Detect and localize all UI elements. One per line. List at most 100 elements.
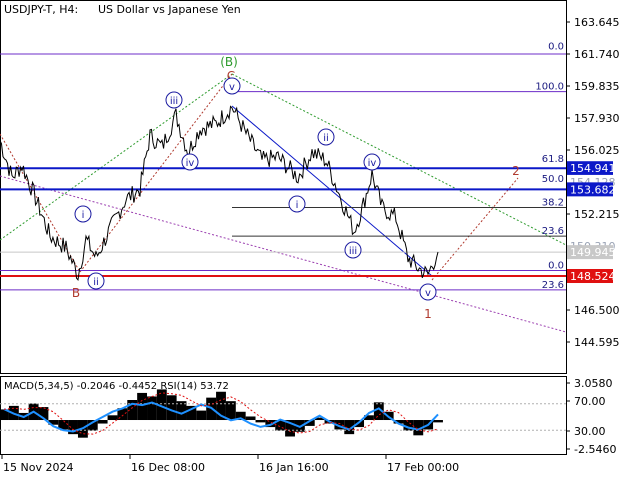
indicator-label: MACD(5,34,5) -0.2046 -0.4452 RSI(14) 53.… [4,381,229,392]
macd-bar [285,420,295,437]
y-tick-label: 159.835 [574,80,620,93]
wave-circle-label: v [425,288,431,299]
macd-bar [265,420,276,428]
wave-line [231,73,567,246]
fib-level-label: 38.2 [542,198,564,209]
fib-level-label: 50.0 [542,174,564,185]
macd-bar [137,392,148,421]
macd-bar [38,407,49,421]
macd-bar [373,402,384,421]
wave-line [79,73,233,273]
macd-bar [275,420,286,431]
price-tag [567,182,613,197]
price-axis: 163.645 161.740 159.835 157.930 156.025 152.2… [566,16,620,349]
macd-bar [127,399,138,421]
macd-bar [314,417,325,421]
macd-bar [0,409,9,421]
indicator-panel-frame [0,376,567,455]
macd-bar [413,420,424,436]
macd-bar [433,420,443,423]
wave-circle-icon [223,77,241,95]
x-tick-label: 16 Jan 16:00 [259,461,329,474]
indicator-axis: 3.0580 70.00 30.00 -2.5460 [566,377,616,456]
wave-circle-icon [74,205,92,223]
macd-bar [166,395,177,421]
price-tag-label: 149.945 [570,246,616,259]
fib-level-label: 100.0 [535,82,564,93]
x-tick-label: 16 Dec 08:00 [131,461,205,474]
y-tick-label: 156.025 [574,144,620,157]
wave-circle-label: ii [93,277,99,288]
macd-bar [393,420,404,424]
wave-label: 1 [424,307,432,321]
wave-circle-label: i [296,200,299,211]
y-tick-label: 157.930 [574,112,620,125]
main-panel-frame [0,0,567,374]
indicator-tick-label: -2.5460 [574,443,616,456]
macd-bar [176,401,187,421]
indicator-tick-label: 70.00 [574,395,606,408]
y-tick-label: 146.500 [574,304,620,317]
wave-circle-icon [165,91,183,109]
wave-circle-icon [317,128,335,146]
macd-bar [403,420,414,431]
y-tick-label: 144.595 [574,336,620,349]
wave-circle-label: i [82,210,85,221]
macd-bar [216,391,226,421]
macd-bar [58,420,69,430]
wave-circle-icon [344,241,362,259]
wave-circle-icon [288,195,306,213]
price-tag-label: 148.524 [570,270,616,283]
macd-bar [48,420,59,425]
price-tag-label: 153.682 [570,183,616,196]
macd-bar [344,420,355,435]
fib-level-label: 23.6 [542,280,564,291]
indicator-tick-label: 30.00 [574,425,606,438]
wave-label: (B) [220,55,238,69]
fib-level-label: 23.6 [542,226,564,237]
x-tick-label: 15 Nov 2024 [3,461,73,474]
chart-description: US Dollar vs Japanese Yen [98,3,241,16]
wave-label: B [72,286,80,300]
wave-label: C [227,69,235,83]
y-tick-label: 163.645 [574,16,620,29]
wave-circle-label: iv [186,158,195,169]
wave-circle-label: ii [323,133,329,144]
macd-bar [235,411,246,421]
macd-bar [196,410,207,421]
indicator-series [0,389,566,438]
wave-circle-label: v [229,82,235,93]
macd-bar [107,415,118,421]
macd-bar [156,389,167,421]
fibonacci-labels: 0.0 100.0 61.8 50.0 38.2 23.6 0.0 23.6 [535,41,564,291]
wave-line [231,105,433,277]
price-tag [567,269,613,284]
macd-bar [304,420,315,426]
price-tag-label: 154.941 [570,162,616,175]
macd-bar [97,420,108,424]
wave-circle-icon [363,153,381,171]
wave-circle-icon [87,272,105,290]
wave-circle-icon [181,153,199,171]
fib-level-label: 0.0 [548,261,564,272]
price-line [0,105,439,281]
price-tag [567,245,613,260]
x-tick-label: 17 Feb 00:00 [387,461,459,474]
wave-circle-icon [419,283,437,301]
macd-bar [117,408,128,421]
macd-bar [68,420,78,435]
wave-circle-label: iii [170,96,178,107]
wave-line [0,73,233,241]
fib-level-label: 0.0 [548,41,564,52]
macd-bar [245,416,256,421]
macd-bar [255,420,266,423]
time-axis: 15 Nov 2024 16 Dec 08:00 16 Jan 16:00 17 Fe… [1,455,459,474]
macd-bar [364,415,374,421]
wave-circle-label: iii [349,246,357,257]
macd-bar [334,420,345,430]
macd-bar [225,401,236,421]
fib-level-label: 61.8 [542,154,564,165]
y-tick-label: 161.740 [574,48,620,61]
